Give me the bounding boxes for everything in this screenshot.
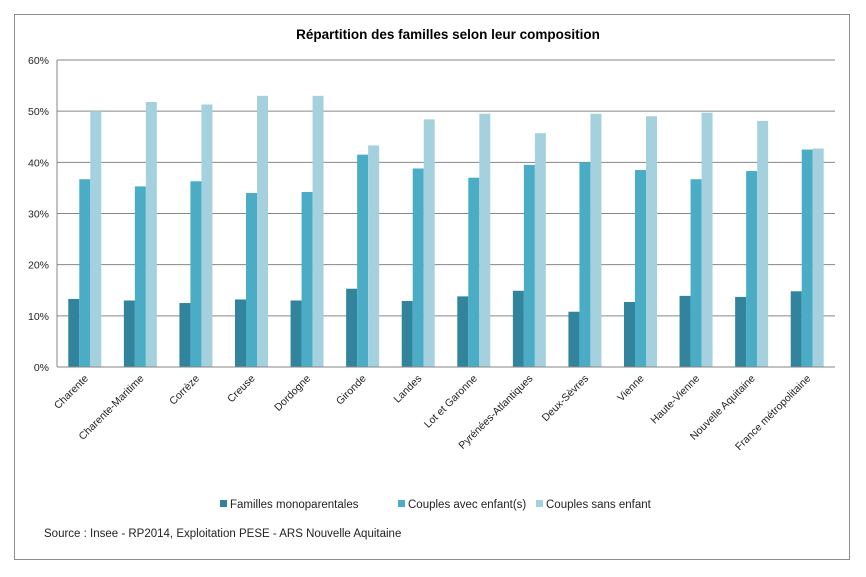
bar-0	[179, 303, 191, 367]
bar-0	[679, 295, 691, 367]
bar-2	[757, 120, 769, 367]
bar-0	[68, 298, 80, 367]
legend-label: Couples sans enfant	[546, 499, 652, 511]
y-tick-label: 40%	[28, 157, 49, 169]
bar-2	[590, 113, 602, 367]
y-tick-label: 60%	[28, 55, 49, 67]
bar-2	[312, 95, 324, 368]
bar-1	[79, 179, 91, 367]
y-tick-label: 0%	[34, 362, 49, 374]
legend-swatch	[536, 500, 543, 507]
bar-1	[635, 170, 646, 367]
x-tick-label: Vienne	[615, 373, 647, 405]
bar-1	[190, 181, 202, 367]
bar-2	[479, 113, 491, 367]
x-tick-label: Landes	[391, 373, 424, 406]
bar-2	[423, 119, 435, 367]
bar-2	[90, 111, 102, 368]
bar-1	[412, 168, 424, 367]
bar-1	[690, 179, 702, 367]
bar-1	[801, 149, 813, 367]
bar-2	[257, 95, 268, 368]
bar-1	[746, 171, 758, 367]
y-tick-label: 10%	[28, 311, 49, 323]
bar-0	[790, 291, 802, 367]
bar-2	[812, 148, 824, 367]
bar-0	[401, 300, 413, 367]
bar-0	[624, 302, 635, 367]
bar-chart: Répartition des familles selon leur comp…	[28, 27, 835, 511]
x-tick-label: Corrèze	[167, 373, 202, 408]
bar-2	[646, 116, 657, 368]
source-note: Source : Insee - RP2014, Exploitation PE…	[44, 528, 402, 540]
bar-0	[568, 311, 580, 367]
bar-0	[123, 300, 135, 367]
x-tick-label: Deux-Sèvres	[540, 373, 591, 424]
bar-1	[523, 164, 535, 367]
bar-0	[235, 299, 246, 367]
x-tick-label: Lot et Garonne	[422, 373, 480, 431]
bar-2	[145, 101, 157, 367]
bar-2	[201, 104, 213, 367]
bar-0	[735, 296, 747, 367]
chart-frame: Répartition des familles selon leur comp…	[14, 14, 850, 560]
x-tick-label: Gironde	[334, 373, 369, 408]
bar-2	[534, 133, 546, 367]
y-tick-label: 20%	[28, 260, 49, 272]
bar-2	[701, 112, 713, 368]
y-tick-label: 30%	[28, 209, 49, 221]
legend-swatch	[220, 500, 227, 507]
bar-1	[468, 177, 480, 367]
x-tick-label: Dordogne	[272, 373, 313, 414]
bar-0	[512, 290, 524, 367]
bar-2	[368, 145, 380, 367]
bar-0	[346, 288, 358, 367]
bar-0	[457, 296, 469, 367]
bar-1	[246, 193, 257, 367]
bar-1	[301, 192, 313, 367]
legend-label: Familles monoparentales	[230, 499, 359, 511]
x-tick-label: Charente	[52, 373, 91, 412]
bar-1	[134, 186, 146, 367]
bar-1	[579, 162, 591, 367]
x-tick-label: Creuse	[225, 373, 258, 406]
x-tick-label: Haute-Vienne	[648, 373, 702, 427]
chart-title: Répartition des familles selon leur comp…	[296, 27, 600, 42]
legend-swatch	[398, 500, 405, 507]
legend-label: Couples avec enfant(s)	[408, 499, 526, 511]
bar-1	[357, 154, 369, 367]
bar-0	[290, 300, 302, 367]
y-tick-label: 50%	[28, 106, 49, 118]
